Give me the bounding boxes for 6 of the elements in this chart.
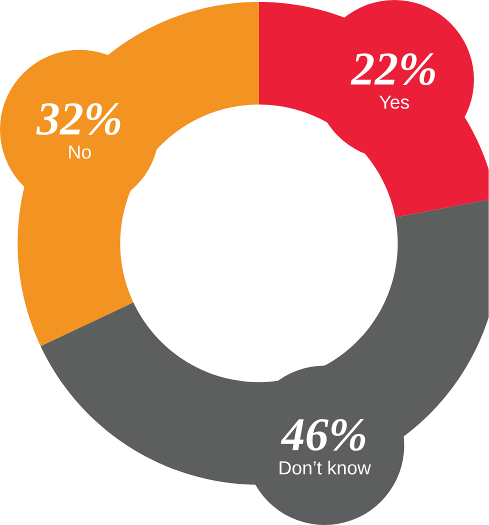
- data-label: 32%: [36, 103, 120, 135]
- data-label: 22%: [350, 53, 436, 86]
- data-label: 46%: [280, 418, 366, 451]
- slice-label: Yes: [380, 96, 410, 109]
- slice-label: No: [69, 146, 91, 159]
- slice-label: Don’t know: [280, 460, 372, 474]
